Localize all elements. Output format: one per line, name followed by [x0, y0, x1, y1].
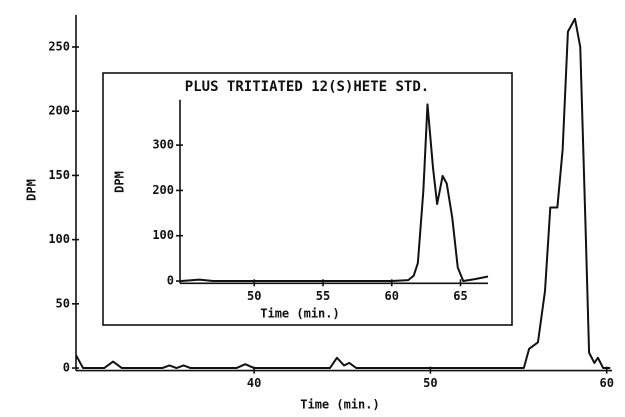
data-line	[181, 103, 489, 283]
y-axis-title: DPM	[25, 179, 39, 201]
y-tick-label: 50	[56, 296, 70, 310]
x-axis-title: Time (min.)	[260, 307, 339, 321]
y-tick-label: 250	[48, 40, 70, 54]
y-tick-label: 200	[152, 183, 174, 197]
inset-frame	[102, 72, 513, 326]
inset-title: PLUS TRITIATED 12(S)HETE STD.	[185, 79, 429, 95]
y-axis-title: DPM	[113, 171, 127, 193]
y-tick-label: 150	[48, 168, 70, 182]
x-tick-label: 50	[247, 289, 261, 303]
y-tick-label: 300	[152, 138, 174, 152]
x-tick-label: 60	[385, 289, 399, 303]
y-tick-label: 0	[63, 361, 70, 375]
x-tick-label: 60	[599, 376, 613, 390]
y-tick-label: 200	[48, 104, 70, 118]
x-tick-label: 40	[247, 376, 261, 390]
y-tick-label: 0	[167, 274, 174, 288]
data-line	[75, 17, 611, 370]
y-tick-label: 100	[152, 228, 174, 242]
x-tick-label: 50	[423, 376, 437, 390]
x-axis-title: Time (min.)	[300, 398, 379, 412]
x-tick-label: 65	[453, 289, 467, 303]
x-tick-label: 55	[316, 289, 330, 303]
y-tick-label: 100	[48, 232, 70, 246]
